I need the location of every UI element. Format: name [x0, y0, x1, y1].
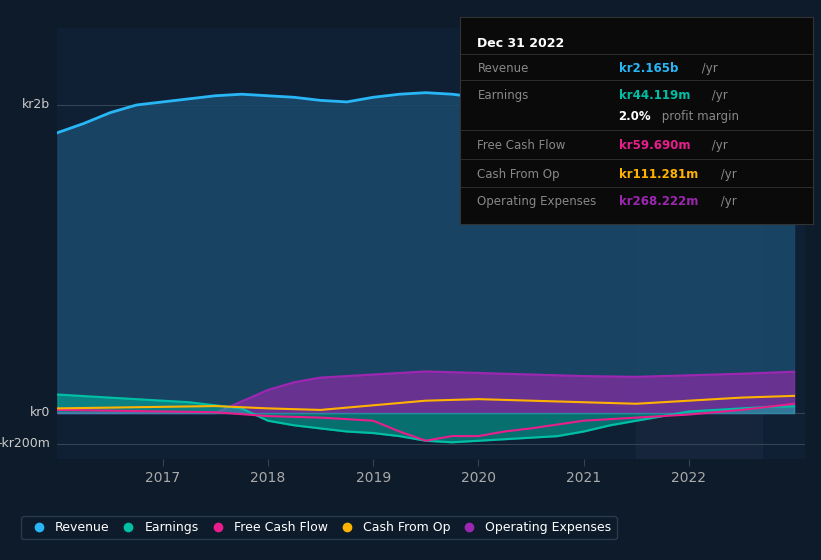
Text: Revenue: Revenue	[478, 62, 529, 75]
Text: kr0: kr0	[30, 407, 50, 419]
Text: /yr: /yr	[708, 89, 727, 102]
Text: kr268.222m: kr268.222m	[619, 195, 698, 208]
Text: kr59.690m: kr59.690m	[619, 139, 690, 152]
Bar	[636, 28, 763, 459]
Text: /yr: /yr	[718, 168, 737, 181]
Text: Operating Expenses: Operating Expenses	[478, 195, 597, 208]
Text: profit margin: profit margin	[658, 110, 739, 123]
Text: -kr200m: -kr200m	[0, 437, 50, 450]
Text: Free Cash Flow: Free Cash Flow	[478, 139, 566, 152]
Text: kr2b: kr2b	[22, 99, 50, 111]
Text: /yr: /yr	[698, 62, 718, 75]
Text: 2.0%: 2.0%	[619, 110, 651, 123]
Text: kr44.119m: kr44.119m	[619, 89, 690, 102]
Text: /yr: /yr	[708, 139, 727, 152]
Text: kr111.281m: kr111.281m	[619, 168, 698, 181]
Text: /yr: /yr	[718, 195, 737, 208]
Text: kr2.165b: kr2.165b	[619, 62, 678, 75]
Text: Cash From Op: Cash From Op	[478, 168, 560, 181]
Text: Earnings: Earnings	[478, 89, 529, 102]
Legend: Revenue, Earnings, Free Cash Flow, Cash From Op, Operating Expenses: Revenue, Earnings, Free Cash Flow, Cash …	[21, 516, 617, 539]
Text: Dec 31 2022: Dec 31 2022	[478, 37, 565, 50]
